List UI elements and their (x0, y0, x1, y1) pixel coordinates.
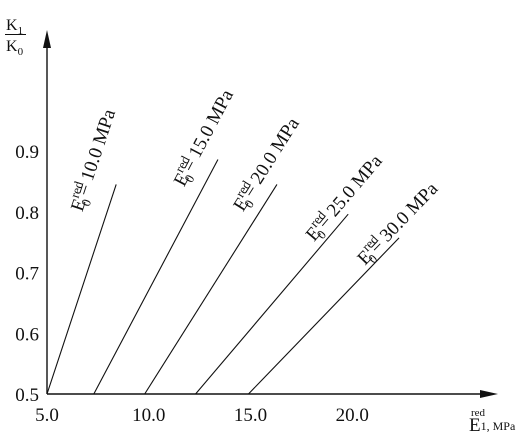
series-line (93, 159, 219, 395)
x-axis-title-base: E1, MPa (469, 415, 516, 432)
series-label: Ered0= 10.0 MPa (63, 105, 123, 215)
axes (43, 30, 498, 398)
y-tick-label: 0.9 (15, 142, 39, 163)
series-line (144, 184, 278, 395)
series-line (195, 213, 349, 395)
y-tick-label: 0.6 (15, 324, 39, 345)
y-tick-labels: 0.5 0.6 0.7 0.8 0.9 (15, 142, 39, 406)
x-tick-label: 5.0 (35, 405, 59, 426)
y-axis-arrow (43, 30, 51, 48)
x-axis-title-superscript: red (471, 407, 486, 419)
x-tick-label: 15.0 (234, 405, 267, 426)
y-axis-title: K1 K0 (5, 17, 26, 58)
x-tick-label: 10.0 (132, 405, 165, 426)
series-label: Ered0= 15.0 MPa (166, 84, 241, 191)
series-lines (46, 159, 400, 395)
x-tick-label: 20.0 (336, 405, 369, 426)
x-tick-labels: 5.0 10.0 15.0 20.0 (35, 405, 369, 426)
y-tick-label: 0.5 (15, 385, 39, 406)
y-axis-title-denominator: K0 (6, 38, 24, 58)
y-tick-label: 0.8 (15, 203, 39, 224)
series-line (46, 184, 117, 395)
x-axis-title: red E1, MPa (469, 407, 516, 432)
y-tick-label: 0.7 (15, 264, 39, 285)
x-axis-arrow (480, 390, 498, 398)
y-axis-title-numerator: K1 (6, 17, 23, 37)
series-line (248, 237, 400, 395)
